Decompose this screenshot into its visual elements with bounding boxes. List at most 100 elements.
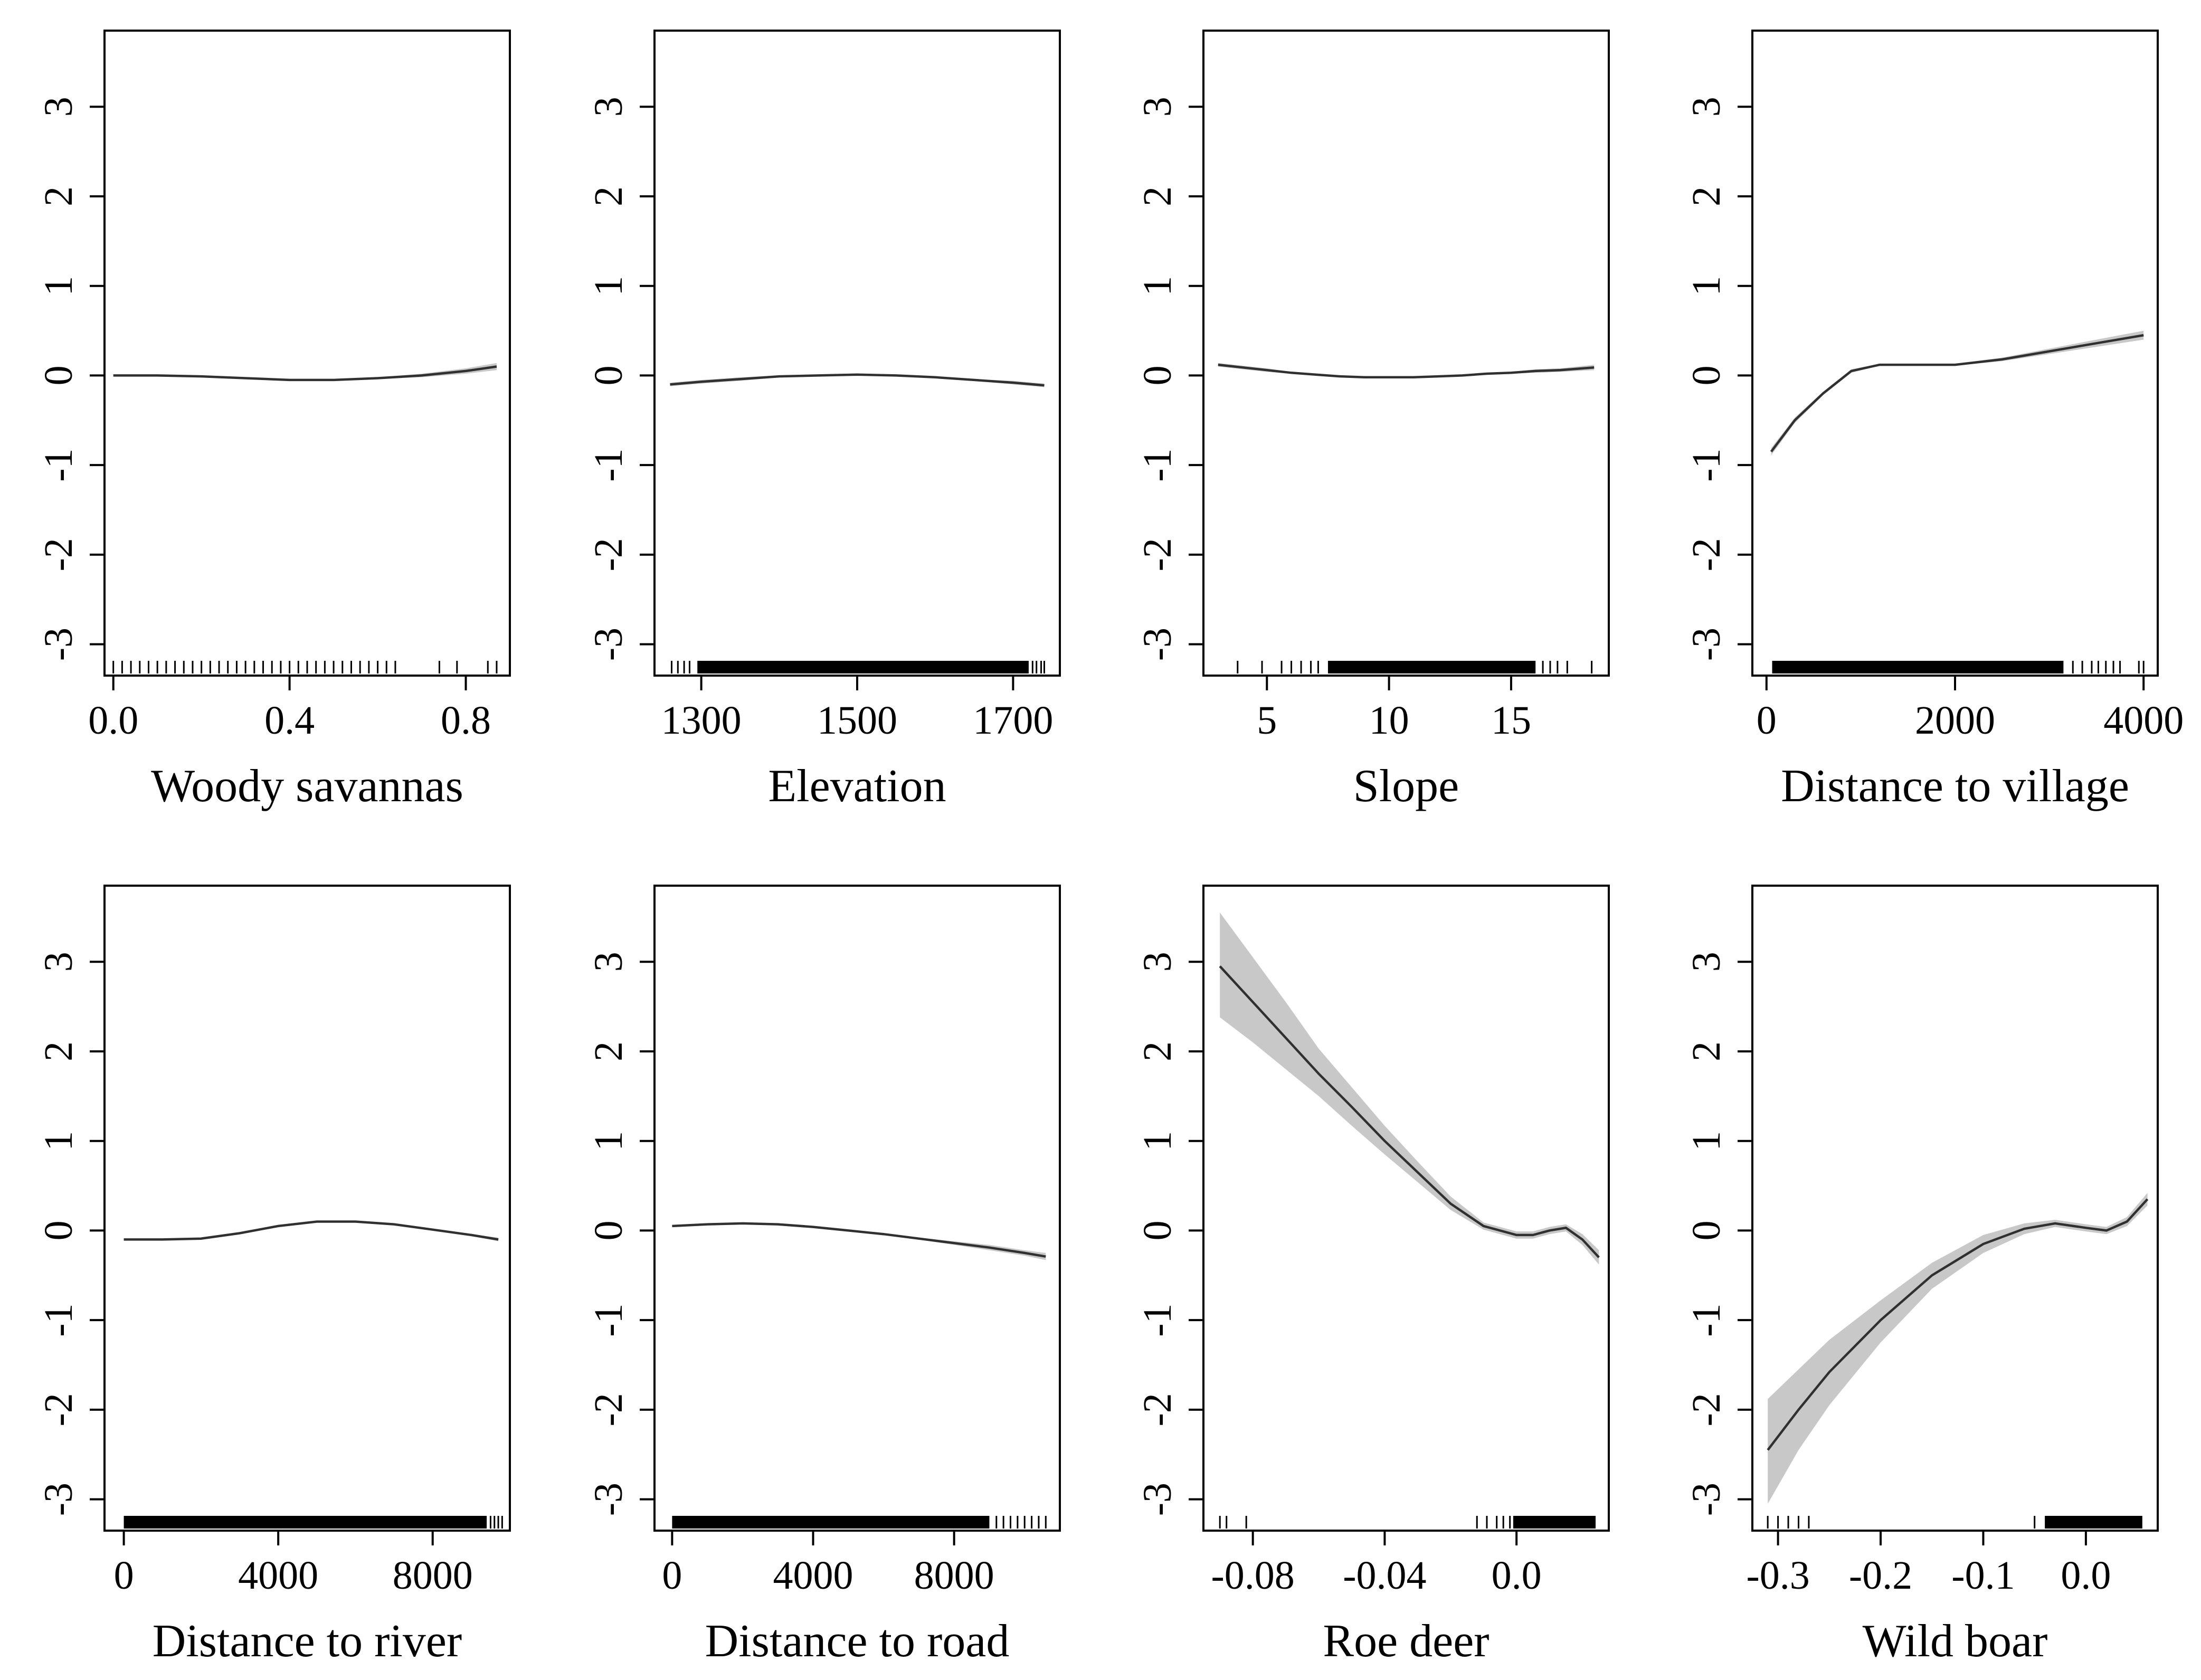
plot-frame [103, 30, 511, 677]
y-tick-label: -1 [586, 448, 631, 481]
fitted-curve [113, 365, 497, 382]
y-tick-label: -1 [36, 1303, 81, 1336]
plot-6: -3 -2 -1 0 1 2 3 0 4000 8000 Distance to road [586, 885, 1061, 1667]
y-tick-label: 1 [586, 276, 631, 296]
y-tick-label: 0 [1135, 365, 1180, 385]
y-tick-label: 1 [36, 1131, 81, 1151]
y-tick-label: -2 [36, 538, 81, 571]
confidence-band [1771, 330, 2144, 455]
plot-8: -3 -2 -1 0 1 2 3 -0.3 -0.2 -0.1 0.0 Wild boar [1684, 885, 2159, 1667]
y-tick-label: -1 [1135, 448, 1180, 481]
y-tick-label: 1 [586, 1131, 631, 1151]
y-tick-label: 3 [586, 97, 631, 117]
confidence-band [672, 1222, 1046, 1260]
x-tick-label: 5 [1257, 698, 1277, 743]
rug-band [697, 661, 1029, 673]
x-tick-label: 1500 [817, 698, 897, 743]
x-axis-title: Elevation [768, 761, 946, 812]
x-tick-label: 0.0 [2061, 1553, 2111, 1598]
x-tick-label: 0 [114, 1553, 134, 1598]
y-tick-label: 2 [1135, 186, 1180, 206]
fitted-curve [124, 1220, 499, 1241]
x-tick-label: 0.4 [264, 698, 315, 743]
y-tick-label: -2 [586, 538, 631, 571]
x-axis-title: Distance to river [153, 1616, 462, 1667]
y-tick-label: 0 [36, 1220, 81, 1240]
x-tick-label: 0.0 [1492, 1553, 1542, 1598]
plot-frame [1751, 885, 2159, 1532]
x-tick-label: 4000 [773, 1553, 853, 1598]
plot-2: -3 -2 -1 0 1 2 3 1300 1500 1700 Elevation [586, 30, 1061, 812]
x-tick-label: 1700 [973, 698, 1053, 743]
x-tick-label: 10 [1369, 698, 1409, 743]
y-tick-label: -2 [1135, 1393, 1180, 1426]
plot-frame [103, 885, 511, 1532]
y-tick-label: -3 [36, 1483, 81, 1516]
y-tick-label: 3 [586, 952, 631, 972]
y-tick-label: -1 [1135, 1303, 1180, 1336]
y-tick-label: 0 [36, 365, 81, 385]
fitted-curve [670, 373, 1045, 387]
rug-band [672, 1516, 990, 1529]
fitted-curve [672, 1222, 1046, 1258]
y-tick-label: -2 [1684, 1393, 1729, 1426]
x-tick-label: 1300 [661, 698, 742, 743]
x-tick-label: 2000 [1915, 698, 1995, 743]
y-tick-label: 1 [1135, 1131, 1180, 1151]
y-tick-label: 0 [586, 365, 631, 385]
fitted-curve [1218, 363, 1595, 379]
plot-frame [1202, 30, 1610, 677]
x-axis-title: Slope [1353, 761, 1459, 812]
rug-band [1327, 661, 1536, 673]
y-tick-label: 2 [36, 1041, 81, 1061]
confidence-band [113, 363, 497, 381]
fitted-curve [1767, 1198, 2149, 1451]
plot-3: -3 -2 -1 0 1 2 3 5 10 15 Slope [1135, 30, 1610, 812]
x-axis-title: Woody savannas [151, 761, 463, 812]
fitted-curve [1770, 334, 2144, 453]
y-tick-label: 3 [36, 952, 81, 972]
y-tick-label: -2 [586, 1393, 631, 1426]
y-tick-label: 2 [1135, 1041, 1180, 1061]
y-tick-label: 1 [1135, 276, 1180, 296]
plot-4: -3 -2 -1 0 1 2 3 0 2000 4000 Distance to village [1684, 30, 2184, 812]
x-tick-label: 4000 [2103, 698, 2184, 743]
y-tick-label: -3 [586, 1483, 631, 1516]
confidence-band [1768, 1193, 2148, 1504]
y-tick-label: -2 [1684, 538, 1729, 571]
y-tick-label: 2 [586, 186, 631, 206]
rug-band [2045, 1516, 2142, 1529]
y-tick-label: 1 [1684, 276, 1729, 296]
plot-frame [653, 885, 1061, 1532]
y-tick-label: -3 [36, 628, 81, 661]
x-tick-label: 0.0 [88, 698, 138, 743]
y-tick-label: 0 [1684, 365, 1729, 385]
y-tick-label: -3 [586, 628, 631, 661]
x-tick-label: -0.1 [1951, 1553, 2015, 1598]
y-tick-label: -3 [1135, 628, 1180, 661]
x-tick-label: -0.3 [1746, 1553, 1809, 1598]
x-tick-label: 0.8 [441, 698, 491, 743]
y-tick-label: -3 [1684, 628, 1729, 661]
y-tick-label: 0 [1684, 1220, 1729, 1240]
plot-frame [1751, 30, 2159, 677]
x-tick-label: -0.04 [1343, 1553, 1426, 1598]
rug-band [1772, 661, 2064, 673]
y-tick-label: 2 [1684, 1041, 1729, 1061]
y-tick-label: -1 [1684, 448, 1729, 481]
confidence-band [1220, 912, 1599, 1265]
y-tick-label: 1 [36, 276, 81, 296]
y-tick-label: 3 [1684, 97, 1729, 117]
y-tick-label: -2 [36, 1393, 81, 1426]
y-tick-label: 3 [1135, 952, 1180, 972]
y-tick-label: 0 [1135, 1220, 1180, 1240]
rug-band [124, 1516, 487, 1529]
x-tick-label: 8000 [914, 1553, 994, 1598]
y-tick-label: 3 [1684, 952, 1729, 972]
x-axis-title: Distance to road [705, 1616, 1010, 1667]
x-tick-label: 4000 [238, 1553, 318, 1598]
x-tick-label: 15 [1491, 698, 1531, 743]
y-tick-label: 2 [1684, 186, 1729, 206]
